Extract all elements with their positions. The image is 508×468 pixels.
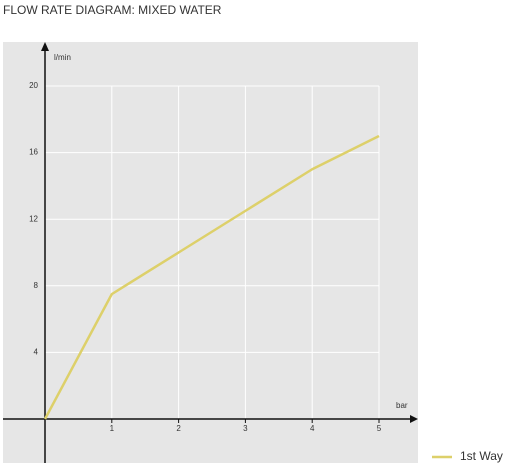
- plot-background: [3, 42, 418, 463]
- y-axis-arrow: [41, 42, 49, 51]
- y-tick-label: 12: [29, 214, 38, 223]
- legend: 1st Way: [432, 449, 503, 463]
- x-axis-arrow: [410, 415, 418, 423]
- y-axis-label: l/min: [54, 53, 71, 62]
- x-axis-label: bar: [396, 401, 408, 410]
- y-tick-label: 4: [34, 348, 39, 357]
- series-group: [43, 134, 380, 420]
- y-tick-label: 8: [34, 281, 39, 290]
- y-tick-label: 20: [29, 81, 38, 90]
- chart-title: FLOW RATE DIAGRAM: MIXED WATER: [3, 3, 222, 17]
- series-line: [43, 134, 380, 420]
- x-tick-label: 4: [310, 424, 315, 433]
- x-tick-label: 1: [110, 424, 115, 433]
- grid: [45, 85, 380, 419]
- y-tick-label: 16: [29, 148, 38, 157]
- x-tick-label: 3: [243, 424, 248, 433]
- x-tick-label: 5: [377, 424, 382, 433]
- x-tick-label: 2: [176, 424, 181, 433]
- legend-label: 1st Way: [460, 449, 503, 463]
